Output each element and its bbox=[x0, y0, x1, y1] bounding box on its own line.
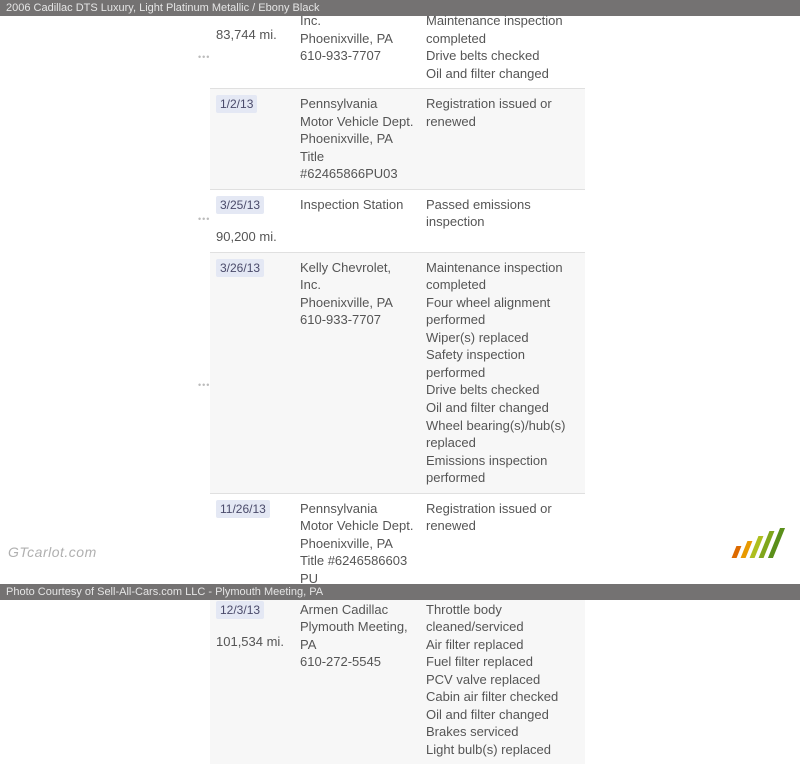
details-cell: Maintenance inspection completedFour whe… bbox=[420, 252, 585, 493]
source-cell: Pennsylvania Motor Vehicle Dept.Phoenixv… bbox=[294, 493, 420, 594]
date-badge: 12/3/13 bbox=[216, 601, 264, 619]
table-row: 11/26/13 Pennsylvania Motor Vehicle Dept.… bbox=[210, 493, 585, 594]
table-row: 83,744 mi. Inc.Phoenixville, PA610-933-77… bbox=[210, 6, 585, 89]
date-badge: 1/2/13 bbox=[216, 95, 257, 113]
details-cell: Maintenance inspection completedDrive be… bbox=[420, 6, 585, 89]
source-cell: Armen CadillacPlymouth Meeting, PA610-27… bbox=[294, 594, 420, 764]
logo-stripes bbox=[734, 528, 790, 558]
source-cell: Inspection Station bbox=[294, 189, 420, 252]
date-badge: 3/26/13 bbox=[216, 259, 264, 277]
mileage: 101,534 mi. bbox=[216, 633, 288, 651]
table-row: 12/3/13 101,534 mi. Armen CadillacPlymouth… bbox=[210, 594, 585, 764]
date-cell: 3/26/13 bbox=[210, 252, 294, 493]
details-cell: Passed emissions inspection bbox=[420, 189, 585, 252]
source-cell: Kelly Chevrolet, Inc.Phoenixville, PA610… bbox=[294, 252, 420, 493]
source-cell: Pennsylvania Motor Vehicle Dept.Phoenixv… bbox=[294, 89, 420, 190]
source-cell: Inc.Phoenixville, PA610-933-7707 bbox=[294, 6, 420, 89]
table-row: 3/25/13 90,200 mi. Inspection StationPasse… bbox=[210, 189, 585, 252]
date-cell: 11/26/13 bbox=[210, 493, 294, 594]
table-row: 1/2/13 Pennsylvania Motor Vehicle Dept.Ph… bbox=[210, 89, 585, 190]
date-cell: 1/2/13 bbox=[210, 89, 294, 190]
details-cell: Registration issued or renewed bbox=[420, 89, 585, 190]
details-cell: Throttle body cleaned/servicedAir filter… bbox=[420, 594, 585, 764]
ellipsis-icon: ••• bbox=[198, 214, 210, 224]
date-cell: 3/25/13 90,200 mi. bbox=[210, 189, 294, 252]
ellipsis-icon: ••• bbox=[198, 380, 210, 390]
ellipsis-icon: ••• bbox=[198, 52, 210, 62]
footer-text: Photo Courtesy of Sell-All-Cars.com LLC … bbox=[6, 586, 323, 598]
content-area: ••••••••• 83,744 mi.Inc.Phoenixville, PA… bbox=[0, 16, 800, 584]
watermark: GTcarlot.com bbox=[8, 544, 97, 560]
date-cell: 12/3/13 101,534 mi. bbox=[210, 594, 294, 764]
details-cell: Registration issued or renewed bbox=[420, 493, 585, 594]
footer-bar: Photo Courtesy of Sell-All-Cars.com LLC … bbox=[0, 584, 800, 600]
date-badge: 3/25/13 bbox=[216, 196, 264, 214]
mileage: 90,200 mi. bbox=[216, 228, 288, 246]
dots-column: ••• ••• ••• bbox=[198, 16, 208, 584]
mileage: 83,744 mi. bbox=[216, 26, 288, 44]
date-badge: 11/26/13 bbox=[216, 500, 270, 518]
history-table: 83,744 mi. Inc.Phoenixville, PA610-933-77… bbox=[210, 6, 585, 764]
table-row: 3/26/13 Kelly Chevrolet, Inc.Phoenixville… bbox=[210, 252, 585, 493]
date-cell: 83,744 mi. bbox=[210, 6, 294, 89]
